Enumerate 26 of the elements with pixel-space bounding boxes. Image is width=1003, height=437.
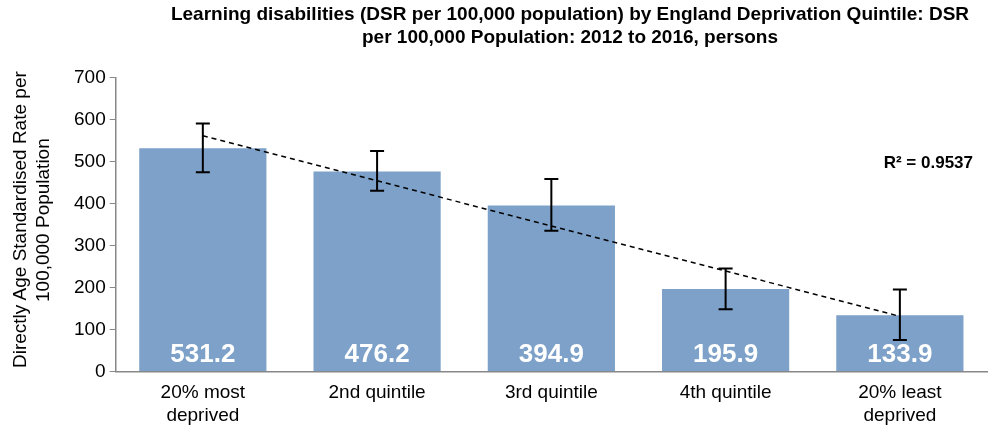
bar [662, 289, 790, 371]
x-tick-label: 4th quintile [679, 381, 772, 403]
x-tick-label: 20% least deprived [858, 381, 943, 425]
y-tick-label: 700 [74, 65, 106, 87]
data-label: 394.9 [518, 337, 584, 368]
chart-title: Learning disabilities (DSR per 100,000 population) by England Deprivation Quintile: DSR per 100,000 Population: 2012 to 2016, persons [170, 2, 970, 48]
y-tick-label: 400 [74, 191, 106, 213]
y-tick-label: 600 [74, 107, 106, 129]
y-tick-label: 100 [74, 317, 106, 339]
y-tick-label: 200 [74, 275, 106, 297]
y-axis-title: Directly Age Standardised Rate per 100,000 Population [8, 70, 54, 370]
x-tick-label: 3rd quintile [504, 381, 598, 403]
data-label: 195.9 [693, 337, 759, 368]
data-label: 133.9 [867, 337, 933, 368]
y-tick-label: 500 [74, 149, 106, 171]
bar [487, 205, 615, 371]
data-label: 531.2 [170, 337, 236, 368]
bar [836, 315, 964, 371]
x-tick-label: 20% most deprived [160, 381, 246, 425]
data-label: 476.2 [344, 337, 410, 368]
annotation: R² = 0.9537 [883, 153, 973, 173]
bar [139, 148, 267, 371]
y-tick-label: 300 [74, 233, 106, 255]
x-tick-label: 2nd quintile [328, 381, 426, 403]
bar [313, 171, 441, 371]
y-tick-label: 0 [95, 359, 106, 381]
